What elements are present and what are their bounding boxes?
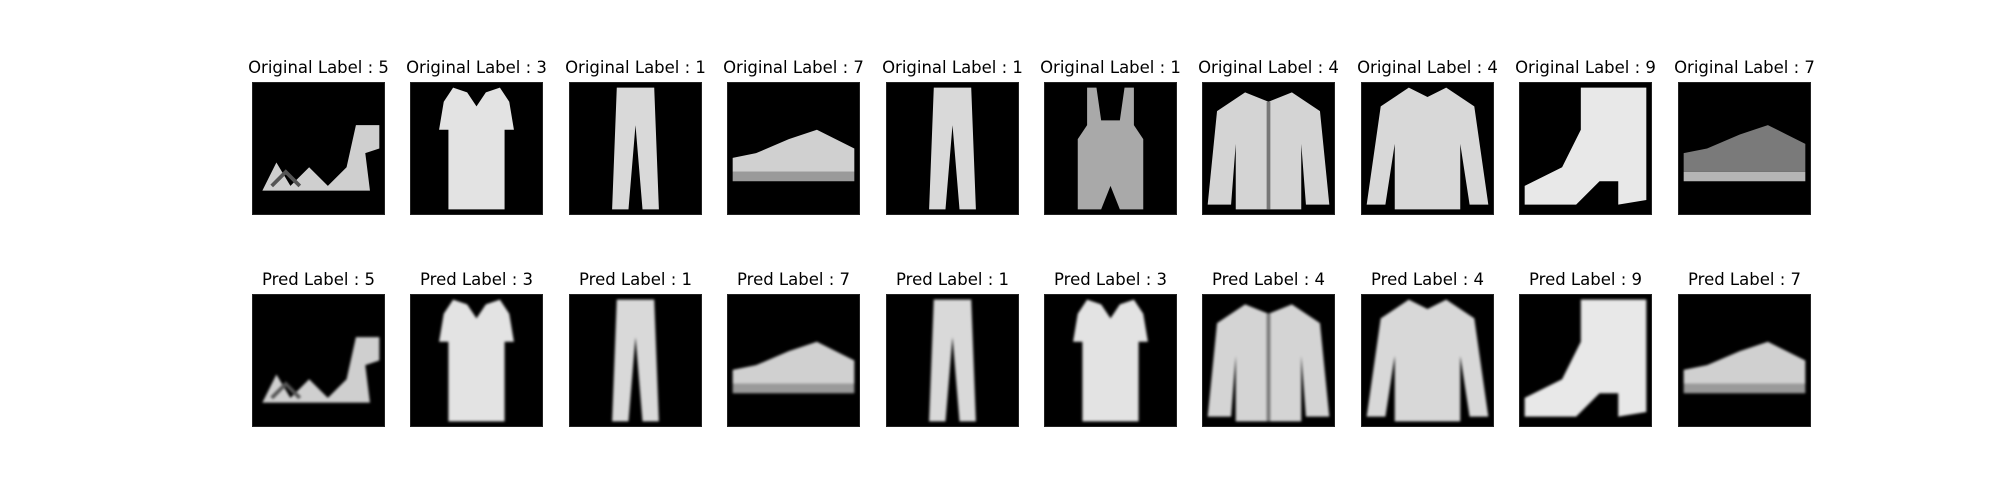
clothing-image [569,82,702,215]
clothing-image [1519,82,1652,215]
original-panel-title: Original Label : 7 [1674,58,1815,77]
pred-panel-title: Pred Label : 3 [419,270,533,289]
pred-panel-title: Pred Label : 7 [1687,270,1801,289]
clothing-image [1202,294,1335,427]
pullover-image [1362,295,1493,426]
clothing-image [410,294,543,427]
dress-image [1045,295,1176,426]
original-panel-title: Original Label : 3 [406,58,547,77]
clothing-image [886,82,1019,215]
coat-image [1203,83,1334,214]
original-panel-title: Original Label : 1 [565,58,706,77]
clothing-image [1678,82,1811,215]
clothing-image [1202,82,1335,215]
clothing-image [252,294,385,427]
sneaker-image [728,295,859,426]
trouser-image [570,295,701,426]
clothing-image [1678,294,1811,427]
dress-image [411,295,542,426]
original-panel-title: Original Label : 4 [1198,58,1339,77]
original-panel-title: Original Label : 7 [723,58,864,77]
original-panel-title: Original Label : 1 [1040,58,1181,77]
pred-panel-title: Pred Label : 7 [736,270,850,289]
clothing-image [1044,82,1177,215]
original-panel-title: Original Label : 1 [882,58,1023,77]
sandal-image [253,295,384,426]
clothing-image [727,82,860,215]
clothing-image [886,294,1019,427]
pred-panel-title: Pred Label : 4 [1211,270,1325,289]
clothing-image [252,82,385,215]
clothing-image [1519,294,1652,427]
trouser-image [887,295,1018,426]
pullover-image [1362,83,1493,214]
sneaker-dark-image [1679,83,1810,214]
sneaker-image [1679,295,1810,426]
clothing-image [1361,294,1494,427]
clothing-image [1044,294,1177,427]
pred-panel-title: Pred Label : 1 [578,270,692,289]
original-panel-title: Original Label : 4 [1357,58,1498,77]
dress-image [411,83,542,214]
pred-panel-title: Pred Label : 9 [1528,270,1642,289]
sneaker-image [728,83,859,214]
original-panel-title: Original Label : 9 [1515,58,1656,77]
ankle-boot-image [1520,83,1651,214]
clothing-image [410,82,543,215]
pred-panel-title: Pred Label : 3 [1053,270,1167,289]
clothing-image [727,294,860,427]
sandal-image [253,83,384,214]
ankle-boot-image [1520,295,1651,426]
clothing-image [569,294,702,427]
overalls-image [1045,83,1176,214]
pred-panel-title: Pred Label : 1 [895,270,1009,289]
original-panel-title: Original Label : 5 [248,58,389,77]
clothing-image [1361,82,1494,215]
coat-image [1203,295,1334,426]
trouser-image [570,83,701,214]
trouser-image [887,83,1018,214]
pred-panel-title: Pred Label : 5 [261,270,375,289]
pred-panel-title: Pred Label : 4 [1370,270,1484,289]
